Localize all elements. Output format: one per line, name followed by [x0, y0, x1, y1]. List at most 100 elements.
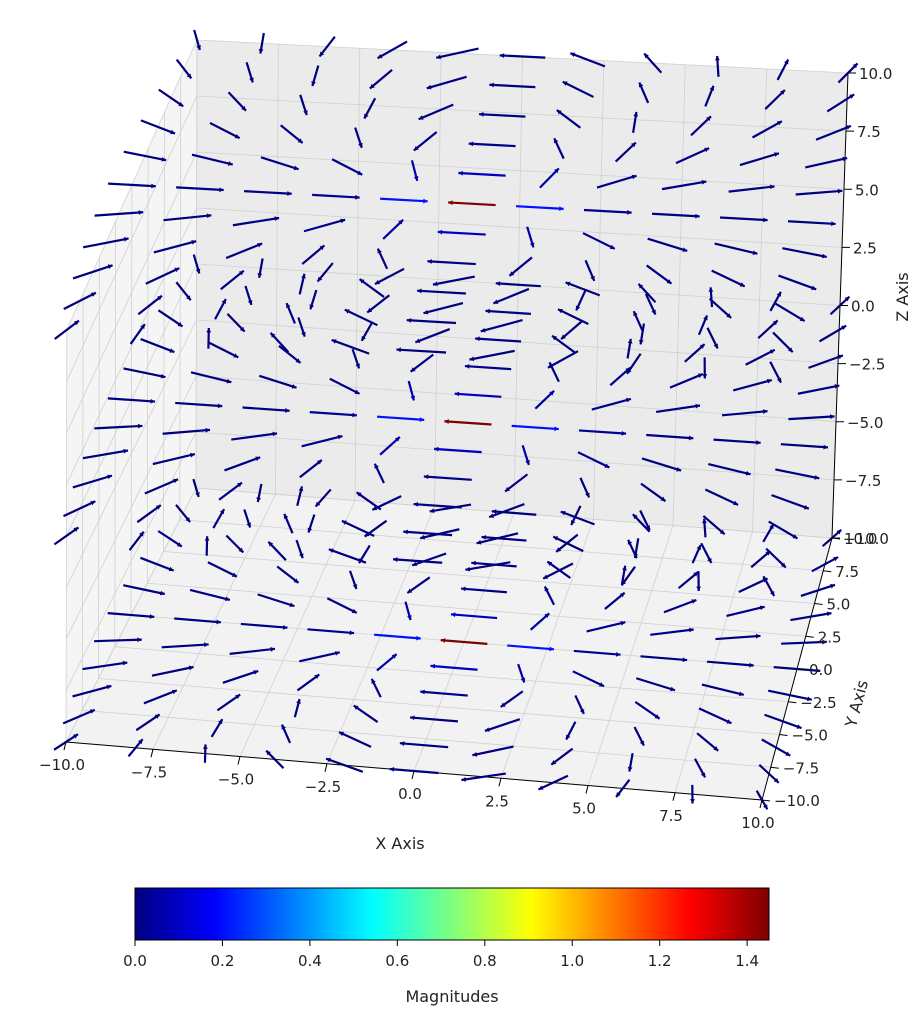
vector-arrowhead	[627, 766, 633, 772]
vector-arrowhead	[331, 339, 337, 344]
vector-arrow	[669, 373, 704, 389]
vector-arrowhead	[426, 84, 432, 90]
vector-arrow	[299, 651, 341, 663]
vector-arrowhead	[806, 696, 812, 702]
vector-arrow	[609, 366, 631, 387]
vector-arrowhead	[233, 353, 239, 358]
grid-line	[66, 95, 198, 382]
vector-arrowhead	[258, 48, 264, 54]
vector-arrow	[728, 185, 775, 193]
vector-arrowhead	[274, 216, 280, 222]
vector-arrow	[704, 488, 739, 506]
vector-arrowhead	[149, 614, 155, 619]
colorbar-tick-label: 0.2	[211, 952, 235, 970]
grid-line	[196, 207, 843, 248]
vector-arrow	[140, 119, 176, 135]
vector-arrowhead	[169, 348, 175, 353]
vector-arrowhead	[553, 536, 559, 541]
vector-arrowhead	[773, 778, 779, 783]
y-tick-label: −5.0	[792, 727, 828, 745]
vector-arrowhead	[842, 156, 848, 162]
vector-arrow	[778, 274, 817, 291]
vector-arrow	[140, 338, 175, 354]
vector-arrow	[511, 424, 559, 431]
vector-arrow	[480, 319, 523, 333]
vector-arrowhead	[733, 500, 739, 506]
vector-arrowhead	[266, 750, 271, 756]
vector-arrow	[108, 182, 156, 188]
vector-arrowhead	[701, 179, 707, 185]
vector-arrowhead	[554, 168, 559, 174]
vector-arrow	[280, 124, 304, 144]
vector-arrowhead	[726, 719, 732, 724]
vector-arrow	[573, 649, 621, 656]
y-tick-mark	[814, 603, 823, 605]
vector-arrow	[495, 282, 541, 288]
vector-arrowhead	[415, 338, 421, 343]
vector-arrowhead	[560, 510, 566, 516]
vector-arrow	[107, 397, 156, 403]
vector-arrow	[63, 291, 97, 310]
vector-arrowhead	[702, 374, 708, 379]
vector-arrowhead	[328, 548, 334, 554]
vector-arrow	[423, 301, 464, 315]
vector-arrow	[331, 158, 363, 176]
vector-arrow	[797, 384, 840, 395]
vector-arrowhead	[493, 299, 499, 304]
vector-arrowhead	[491, 509, 497, 514]
vector-arrowhead	[423, 198, 428, 204]
x-axis-ticks: −10.0 −7.5 −5.0 −2.5 0.0 2.5 5.0 7.5 10.0	[39, 741, 775, 832]
vector-arrow	[123, 584, 165, 596]
vector-arrow	[72, 684, 112, 698]
vector-arrowhead	[525, 460, 530, 465]
vector-arrow	[696, 732, 719, 752]
x-tick-label: −2.5	[305, 778, 341, 796]
vector-arrow	[220, 269, 245, 291]
vector-arrow	[780, 443, 829, 449]
x-tick-mark	[672, 792, 676, 801]
vector-arrowhead	[651, 309, 656, 315]
vector-arrowhead	[139, 531, 144, 537]
vector-arrow	[429, 503, 472, 513]
vector-arrow	[646, 433, 694, 440]
vector-arrow	[701, 683, 745, 696]
vector-arrow	[555, 533, 579, 553]
vector-arrowhead	[615, 651, 621, 657]
vector-arrowhead	[286, 303, 291, 309]
vector-arrowhead	[298, 486, 304, 492]
vector-arrowhead	[823, 444, 828, 450]
vector-arrowhead	[799, 316, 805, 322]
vector-arrowhead	[154, 714, 160, 719]
vector-arrowhead	[185, 517, 191, 523]
vector-arrowhead	[257, 242, 263, 248]
x-tick-label: −7.5	[131, 763, 167, 781]
vector-arrow	[440, 639, 488, 645]
vector-arrowhead	[74, 320, 79, 326]
vector-arrowhead	[72, 734, 78, 739]
colorbar	[134, 887, 770, 941]
vector-arrowhead	[762, 409, 768, 414]
vector-arrow	[374, 267, 405, 286]
vector-arrow	[815, 124, 852, 141]
vector-arrow	[209, 121, 241, 140]
y-tick-label: 7.5	[835, 563, 859, 581]
vector-arrowhead	[696, 545, 702, 551]
vector-arrowhead	[239, 326, 245, 332]
vector-arrowhead	[413, 176, 419, 181]
vector-arrow	[707, 660, 754, 667]
y-tick-label: −10.0	[774, 792, 820, 810]
vector-arrow	[94, 211, 144, 217]
vector-arrowhead	[544, 613, 550, 618]
vector-arrowhead	[468, 141, 474, 147]
vector-arrow	[515, 205, 564, 210]
vector-arrow	[63, 500, 96, 518]
vector-arrowhead	[219, 187, 224, 193]
vector-arrow	[489, 83, 536, 89]
vector-arrowhead	[429, 508, 435, 514]
vector-arrowhead	[776, 377, 782, 383]
vector-arrowhead	[107, 264, 113, 269]
vector-arrowhead	[599, 682, 605, 687]
vector-arrowhead	[499, 53, 505, 58]
vector-arrowhead	[289, 602, 295, 608]
y-tick-mark	[788, 701, 797, 704]
